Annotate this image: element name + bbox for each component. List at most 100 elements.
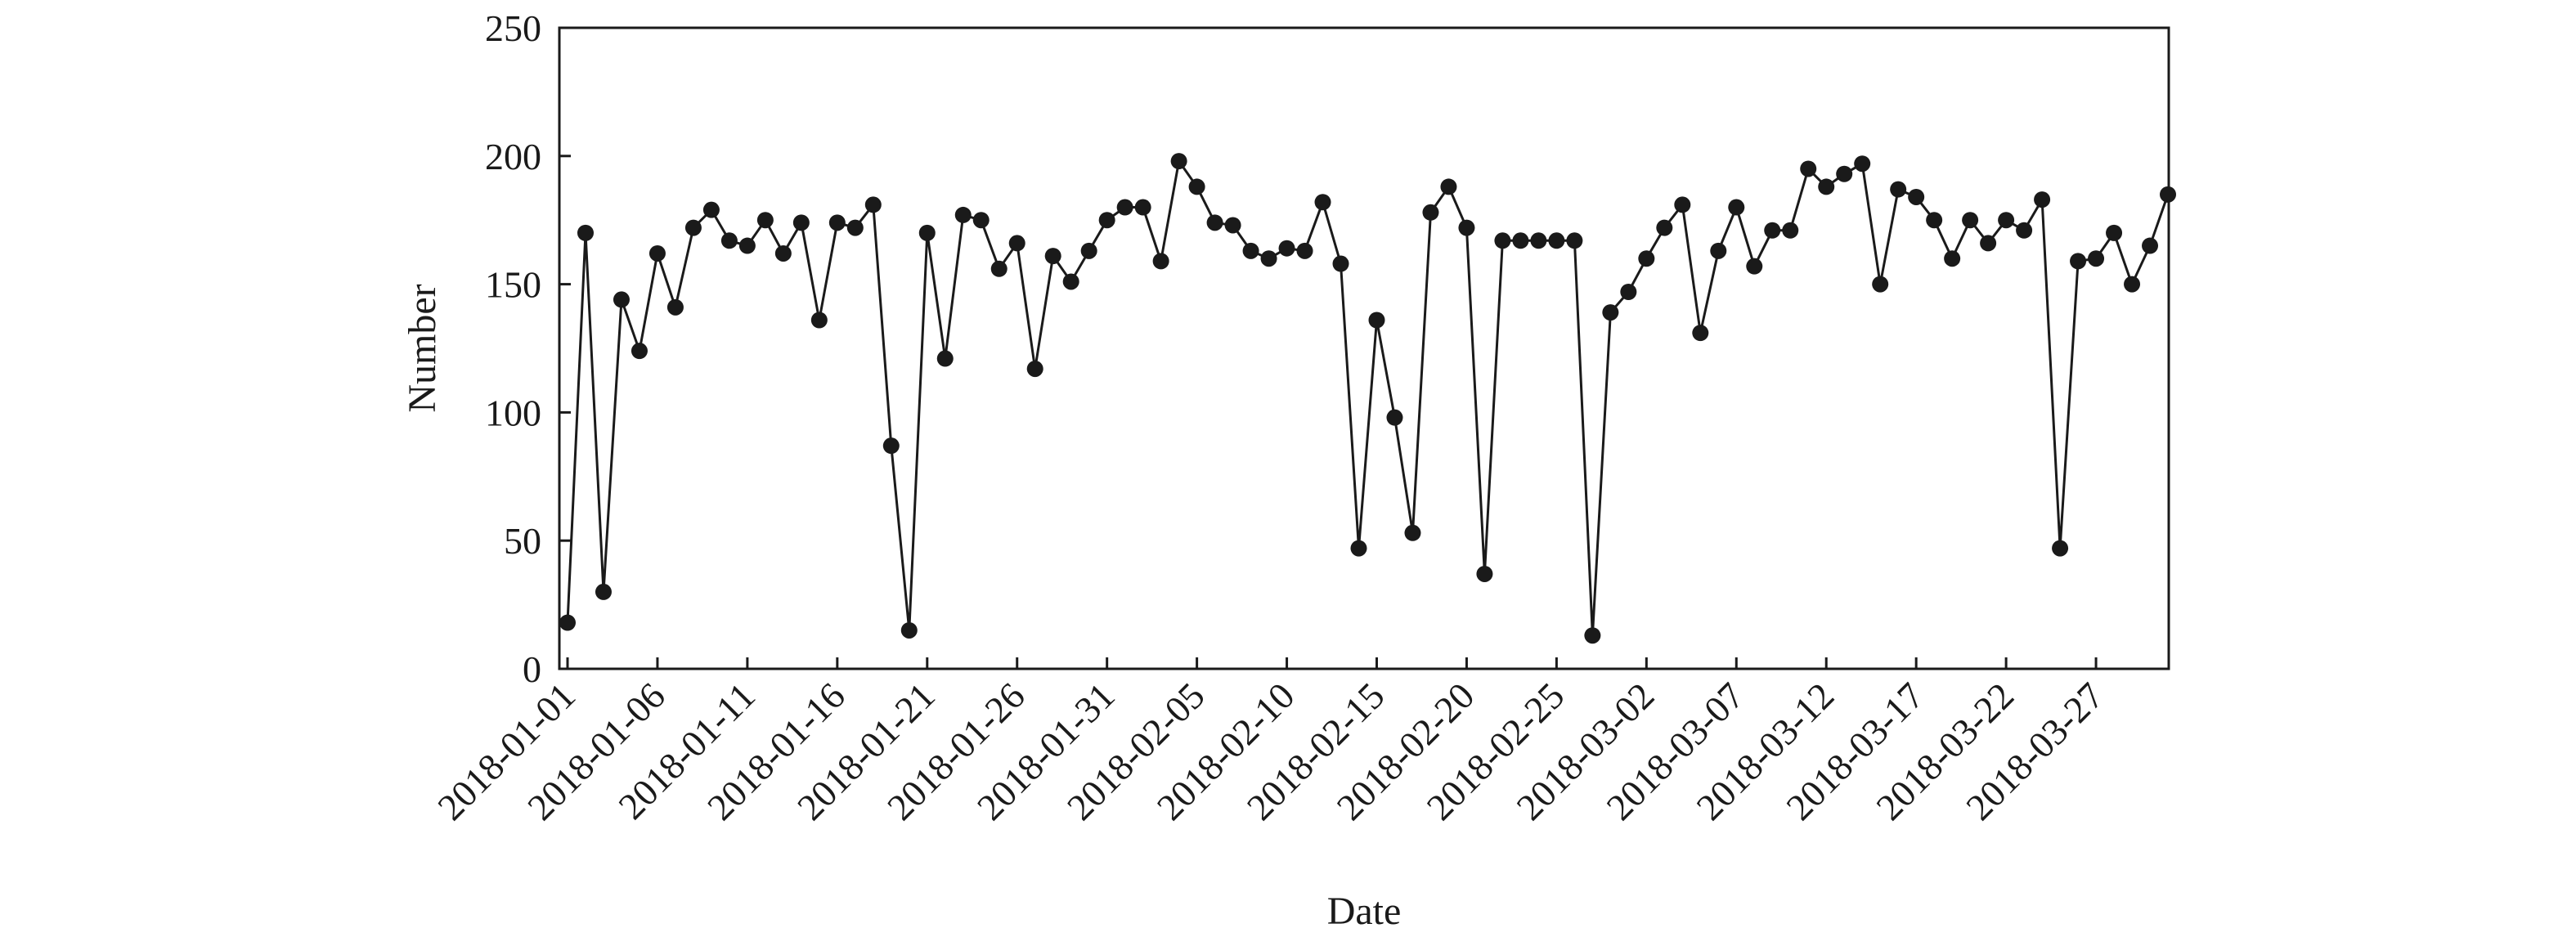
data-point (702, 201, 720, 218)
data-point (954, 206, 972, 223)
data-point (1854, 155, 1871, 173)
data-point (846, 219, 864, 236)
data-point (1638, 250, 1655, 267)
data-point (595, 583, 612, 600)
data-point (900, 621, 918, 639)
data-point (1782, 222, 1799, 239)
data-point (1026, 361, 1043, 378)
data-point (1098, 212, 1115, 229)
data-point (1386, 409, 1403, 426)
data-point (1890, 181, 1907, 198)
data-point (2070, 253, 2087, 270)
data-point (756, 212, 774, 229)
data-point (1296, 242, 1313, 259)
data-point (2088, 250, 2105, 267)
data-points (559, 153, 2177, 644)
x-axis-title: Date (1327, 890, 1402, 933)
data-point (1080, 242, 1097, 259)
data-point (1602, 304, 1619, 321)
data-point (1458, 219, 1475, 236)
data-point (1116, 199, 1133, 216)
data-point (666, 298, 684, 316)
data-point (792, 214, 810, 231)
y-axis-ticks: 0 50 100 150 200 250 (485, 7, 571, 690)
data-point (990, 260, 1008, 277)
data-point (1620, 284, 1637, 301)
y-axis-title: Number (401, 284, 444, 412)
data-point (559, 614, 576, 631)
data-point (2052, 540, 2069, 557)
data-point (613, 291, 630, 308)
data-point (2124, 276, 2141, 293)
data-point (1584, 627, 1601, 644)
data-point (1980, 235, 1997, 252)
data-point (1008, 235, 1025, 252)
data-point (738, 237, 756, 254)
y-tick-label: 150 (485, 264, 541, 306)
data-point (1566, 232, 1583, 249)
data-point (828, 214, 846, 231)
data-point (684, 219, 702, 236)
y-tick-label: 0 (523, 648, 541, 690)
data-point (972, 212, 990, 229)
plot-frame (558, 26, 2170, 670)
data-point (1926, 212, 1943, 229)
data-point (810, 312, 828, 329)
data-point (1764, 222, 1781, 239)
data-point (1044, 248, 1061, 265)
data-point (1494, 232, 1511, 249)
data-point (1152, 253, 1169, 270)
data-point (918, 224, 936, 241)
y-tick-label: 200 (485, 136, 541, 177)
data-point (1800, 160, 1817, 177)
data-point (631, 343, 648, 360)
data-point (1224, 217, 1241, 234)
data-point (774, 244, 792, 262)
data-point (1710, 242, 1727, 259)
data-point (1350, 540, 1367, 557)
data-point (1278, 240, 1295, 257)
data-point (1746, 258, 1763, 275)
data-point (1404, 524, 1421, 541)
data-point (1242, 242, 1259, 259)
data-point (1674, 196, 1691, 213)
data-point (1872, 276, 1889, 293)
data-point (1170, 153, 1187, 170)
data-point (2106, 224, 2123, 241)
data-point (1206, 214, 1223, 231)
data-point (1260, 250, 1277, 267)
data-point (1530, 232, 1547, 249)
data-point (2016, 222, 2033, 239)
data-point (864, 196, 882, 213)
data-point (1728, 199, 1745, 216)
data-point (1548, 232, 1565, 249)
data-point (1422, 204, 1439, 221)
data-point (1188, 178, 1205, 195)
data-point (1476, 565, 1493, 582)
data-point (577, 224, 594, 241)
data-point (2142, 237, 2159, 254)
data-point (1962, 212, 1979, 229)
data-point (1656, 219, 1673, 236)
data-point (1062, 273, 1079, 290)
data-point (1944, 250, 1961, 267)
data-point (1998, 212, 2015, 229)
data-point (1692, 325, 1709, 342)
y-tick-label: 250 (485, 7, 541, 49)
data-point (648, 244, 666, 262)
y-tick-label: 50 (504, 520, 541, 562)
data-point (2034, 191, 2051, 208)
data-point (1440, 178, 1457, 195)
data-point (882, 437, 900, 455)
y-tick-label: 100 (485, 392, 541, 433)
data-point (1314, 194, 1331, 211)
data-point (1332, 255, 1349, 272)
data-point (936, 350, 954, 367)
data-point (1818, 178, 1835, 195)
data-point (1908, 188, 1925, 205)
data-point (720, 232, 738, 249)
data-point (1368, 312, 1385, 329)
series-line (566, 158, 2170, 636)
data-point (1836, 165, 1853, 182)
